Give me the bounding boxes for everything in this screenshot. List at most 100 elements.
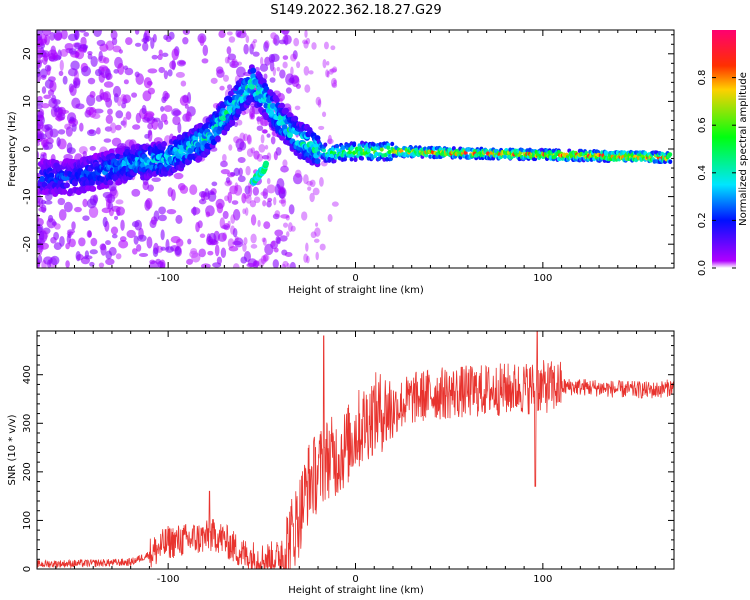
noise-blob — [108, 246, 117, 256]
noise-blob — [251, 41, 256, 50]
noise-blob — [37, 47, 42, 53]
noise-blob — [230, 225, 236, 235]
noise-blob — [126, 229, 136, 239]
noise-blob — [65, 260, 70, 268]
noise-blob — [199, 233, 206, 239]
noise-blob — [91, 113, 101, 119]
noise-blob — [242, 133, 249, 142]
noise-blob — [71, 123, 77, 132]
noise-blob — [226, 46, 232, 55]
noise-blob — [256, 116, 262, 122]
noise-blob — [308, 70, 314, 75]
noise-blob — [242, 208, 246, 215]
spectrogram-cell — [387, 149, 392, 155]
noise-blob — [250, 244, 258, 249]
noise-blob — [278, 97, 283, 103]
noise-blob — [331, 82, 338, 89]
noise-blob — [57, 129, 66, 135]
noise-blob — [303, 66, 310, 76]
noise-blob — [325, 69, 329, 78]
noise-blob — [290, 66, 294, 76]
noise-blob — [222, 153, 227, 162]
noise-blob — [231, 58, 238, 64]
spectrogram-cell — [48, 172, 55, 179]
noise-blob — [58, 70, 64, 76]
y-tick-label: 0 — [22, 146, 33, 152]
noise-blob — [275, 235, 281, 244]
x-tick-label: -100 — [157, 574, 180, 585]
noise-blob — [79, 122, 84, 132]
noise-blob — [249, 106, 255, 118]
noise-blob — [50, 255, 60, 266]
noise-blob — [266, 200, 272, 208]
noise-blob — [78, 237, 86, 247]
noise-blob — [210, 77, 218, 84]
noise-blob — [161, 96, 167, 104]
noise-blob — [88, 129, 95, 135]
y-tick-label: -20 — [22, 236, 33, 252]
noise-blob — [166, 208, 177, 215]
noise-blob — [230, 214, 236, 224]
noise-blob — [90, 237, 98, 247]
noise-blob — [247, 134, 251, 144]
noise-blob — [142, 42, 149, 52]
noise-blob — [303, 40, 309, 49]
noise-blob — [259, 63, 269, 72]
noise-blob — [246, 262, 255, 268]
noise-blob — [133, 235, 139, 245]
noise-blob — [115, 110, 124, 119]
spectrogram-cell — [286, 112, 293, 119]
spectrogram-xlabel: Height of straight line (km) — [288, 285, 424, 296]
noise-blob — [159, 261, 166, 268]
noise-blob — [262, 200, 267, 207]
noise-blob — [244, 207, 249, 216]
noise-blob — [315, 96, 322, 106]
noise-blob — [66, 231, 74, 236]
noise-blob — [69, 116, 75, 122]
noise-blob — [296, 61, 301, 69]
noise-blob — [122, 94, 132, 104]
noise-blob — [228, 246, 239, 252]
noise-blob — [263, 73, 268, 80]
noise-blob — [323, 41, 329, 50]
colorbar-tick-label: 0.4 — [697, 165, 708, 181]
noise-blob — [237, 175, 246, 183]
noise-blob — [158, 206, 166, 215]
noise-blob — [121, 102, 127, 109]
noise-blob — [92, 30, 102, 38]
noise-blob — [272, 259, 279, 268]
noise-blob — [116, 96, 122, 107]
noise-blob — [198, 198, 207, 205]
noise-blob — [327, 214, 333, 222]
noise-blob — [69, 85, 77, 97]
noise-blob — [102, 216, 108, 228]
noise-blob — [60, 48, 69, 57]
noise-blob — [301, 211, 308, 221]
noise-blob — [269, 77, 276, 83]
noise-blob — [125, 111, 132, 120]
noise-blob — [253, 150, 260, 160]
spectrogram-cell — [360, 156, 365, 161]
noise-blob — [47, 89, 55, 96]
noise-blob — [224, 56, 230, 64]
noise-blob — [328, 68, 334, 75]
noise-blob — [252, 51, 260, 57]
spectrogram-ylabel: Frequency (Hz) — [7, 111, 18, 187]
noise-blob — [220, 169, 230, 175]
noise-blob — [160, 105, 165, 112]
noise-blob — [271, 130, 276, 137]
noise-blob — [236, 61, 243, 66]
spectrogram-cell — [335, 143, 340, 149]
spectrogram-cell — [322, 148, 327, 153]
noise-blob — [172, 115, 181, 126]
noise-blob — [37, 237, 45, 245]
noise-blob — [292, 50, 298, 60]
snr-ylabel: SNR (10 * v/v) — [7, 414, 18, 485]
noise-blob — [59, 235, 65, 247]
noise-blob — [76, 254, 84, 261]
noise-blob — [105, 114, 113, 124]
noise-blob — [82, 150, 87, 158]
noise-blob — [305, 37, 311, 45]
y-tick-label: 200 — [22, 462, 33, 481]
noise-blob — [302, 39, 308, 45]
